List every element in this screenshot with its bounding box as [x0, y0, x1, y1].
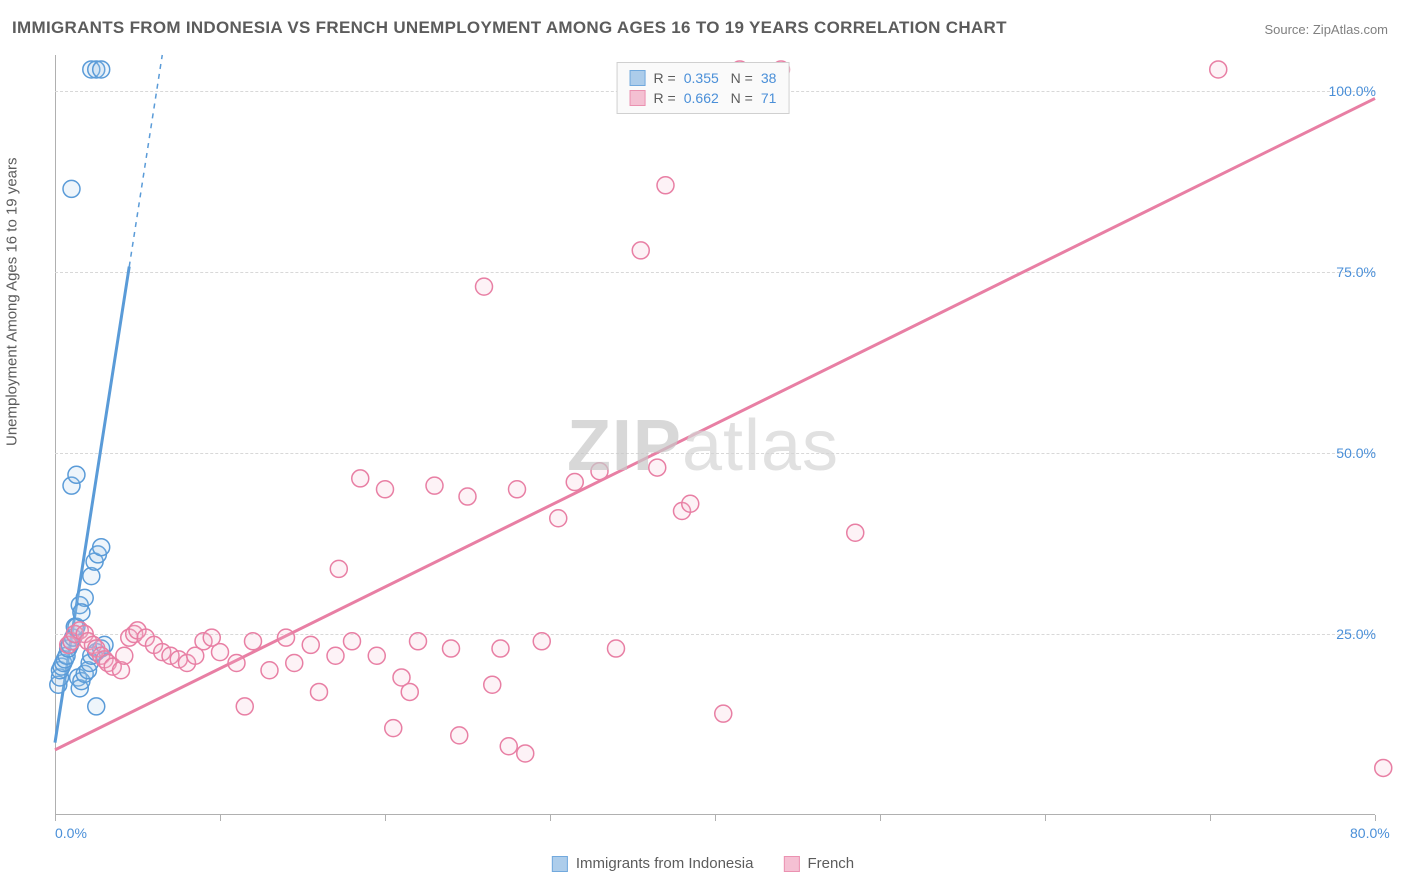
chart-svg — [55, 55, 1375, 815]
swatch-series1-icon — [552, 856, 568, 872]
legend-row-series1: R = 0.355 N = 38 — [630, 68, 777, 88]
x-tick-label: 0.0% — [55, 825, 87, 841]
swatch-series2-icon — [783, 856, 799, 872]
legend-row-series2: R = 0.662 N = 71 — [630, 88, 777, 108]
correlation-legend: R = 0.355 N = 38 R = 0.662 N = 71 — [617, 62, 790, 114]
chart-title: IMMIGRANTS FROM INDONESIA VS FRENCH UNEM… — [12, 18, 1007, 38]
r-value-2: 0.662 — [684, 90, 719, 106]
r-value-1: 0.355 — [684, 70, 719, 86]
swatch-series2 — [630, 90, 646, 106]
x-tick-label: 80.0% — [1350, 825, 1390, 841]
swatch-series1 — [630, 70, 646, 86]
series-legend: Immigrants from Indonesia French — [552, 855, 854, 872]
y-axis-label: Unemployment Among Ages 16 to 19 years — [4, 157, 21, 446]
legend-item-series1: Immigrants from Indonesia — [552, 855, 754, 872]
n-value-1: 38 — [761, 70, 777, 86]
source-attribution: Source: ZipAtlas.com — [1264, 22, 1388, 37]
legend-label-2: French — [807, 855, 854, 872]
legend-label-1: Immigrants from Indonesia — [576, 855, 754, 872]
legend-item-series2: French — [783, 855, 854, 872]
n-value-2: 71 — [761, 90, 777, 106]
